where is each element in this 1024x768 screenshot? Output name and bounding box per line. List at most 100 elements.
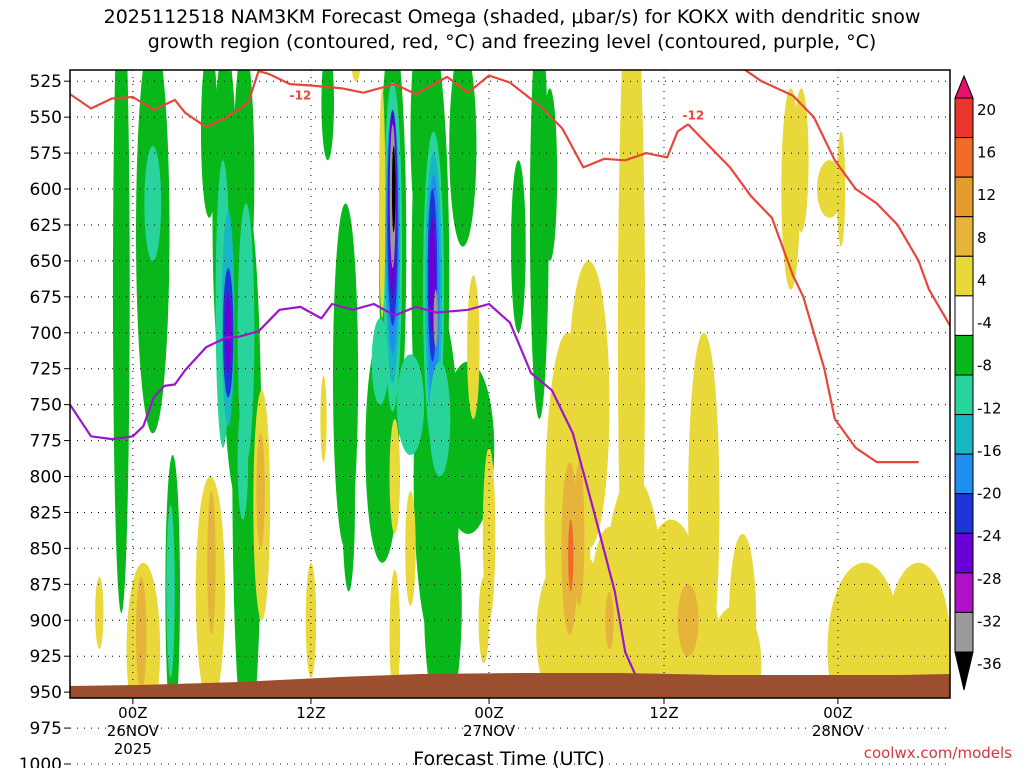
y-tick-label: 725 [30,360,62,380]
omega-shade-neg8 [424,490,462,698]
y-tick-label: 750 [30,396,62,416]
omega-shade-4 [379,88,386,319]
colorbar-swatch [954,334,974,376]
contour-line-0 [70,302,647,698]
colorbar-swatch [954,176,974,218]
x-tick-label: 12Z [649,704,678,722]
colorbar-label: -12 [977,399,1002,417]
colorbar-label: 12 [977,186,996,204]
contour-label-minus12-a: -12 [290,89,312,103]
x-tick-year: 2025 [114,740,152,758]
x-axis-label: Forecast Time (UTC) [413,748,604,768]
colorbar-swatch [954,295,974,336]
colorbar-swatch [954,493,974,534]
colorbar-swatch [954,572,974,613]
omega-shade-4 [887,562,950,698]
omega-shade-neg12 [396,354,425,455]
colorbar-label: -32 [977,612,1002,630]
omega-shade-4 [836,131,846,247]
y-tick-label: 825 [30,503,62,523]
omega-shade-neg28 [225,292,232,374]
y-tick-label: 550 [30,108,62,128]
x-tick-date: 28NOV [812,722,865,740]
y-tick-label: 775 [30,432,62,452]
omega-shade-4 [320,375,327,463]
y-tick-label: 1000 [19,755,62,768]
colorbar-swatch [954,414,974,455]
colorbar-top-triangle [954,74,974,99]
omega-shade-8 [256,433,265,549]
omega-shade-neg12 [237,404,249,520]
omega-shade-neg12 [429,361,451,477]
contour-line-2 [687,123,919,464]
omega-shade-4 [827,562,901,698]
y-tick-label: 675 [30,288,62,308]
x-tick-label: 00Z [474,704,503,722]
colorbar-swatch [954,97,974,139]
colorbar-label: -8 [977,357,992,375]
x-tick-date: 26NOV [107,722,160,740]
omega-shade-8 [677,584,699,657]
omega-shade-4 [95,577,104,650]
omega-shade-4 [793,88,809,233]
omega-shade-neg12 [237,203,255,463]
plot-frame [69,69,951,699]
omega-shade-4 [405,490,416,606]
y-tick-label: 625 [30,216,62,236]
y-tick-label: 600 [30,180,62,200]
omega-shade-4 [482,447,496,621]
omega-shade-8 [573,462,585,606]
colorbar-label: -4 [977,314,992,332]
omega-shade-8 [207,490,216,635]
y-tick-label: 875 [30,575,62,595]
colorbar-swatch [954,611,974,653]
source-credit: coolwx.com/models [863,744,1012,762]
contour-line-1 [70,70,689,169]
x-tick-label: 12Z [296,704,325,722]
contour-label-minus12-b: -12 [682,109,704,123]
omega-shade-neg36 [391,145,396,233]
contour-label-minus12-b-bg [678,107,709,122]
colorbar-label: 16 [977,144,996,162]
colorbar-swatch [954,216,974,257]
omega-shade-neg8 [542,88,558,261]
colorbar-label: -28 [977,570,1002,588]
y-tick-label: 650 [30,252,62,272]
colorbar-swatch [954,532,974,574]
chart-title-line2: growth region (contoured, red, °C) and f… [147,31,877,53]
colorbar-swatch [954,453,974,495]
y-tick-label: 800 [30,468,62,488]
colorbar-label: -20 [977,485,1002,503]
x-tick-label: 00Z [118,704,147,722]
omega-shade-neg12 [144,145,162,261]
omega-shade-neg12 [166,505,175,678]
omega-shade-4 [389,419,400,535]
omega-shade-neg8 [449,70,477,247]
omega-shade-12 [568,519,574,592]
omega-shade-neg12 [371,318,389,405]
x-tick-date: 27NOV [463,722,516,740]
colorbar-label: 8 [977,229,987,247]
colorbar-bottom-triangle [954,651,974,691]
y-tick-label: 525 [30,72,62,92]
colorbar-swatch [954,374,974,416]
colorbar-label: -16 [977,442,1002,460]
chart-title-line1: 2025112518 NAM3KM Forecast Omega (shaded… [103,6,921,28]
colorbar-swatch [954,255,974,297]
omega-shade-4 [351,70,361,82]
y-tick-label: 900 [30,611,62,631]
y-tick-label: 975 [30,719,62,739]
omega-shade-neg8 [200,70,218,218]
colorbar-swatch [954,137,974,178]
omega-shade-neg8 [342,419,355,592]
colorbar-label: -24 [977,527,1002,545]
contour-label-minus12-a-bg [285,87,316,102]
y-tick-label: 925 [30,647,62,667]
contour-line-3 [743,70,950,327]
omega-shade-4 [467,275,480,420]
omega-shade-neg32 [433,289,438,348]
colorbar-label: -36 [977,655,1002,673]
y-tick-label: 950 [30,683,62,703]
omega-shade-neg8 [321,70,334,161]
